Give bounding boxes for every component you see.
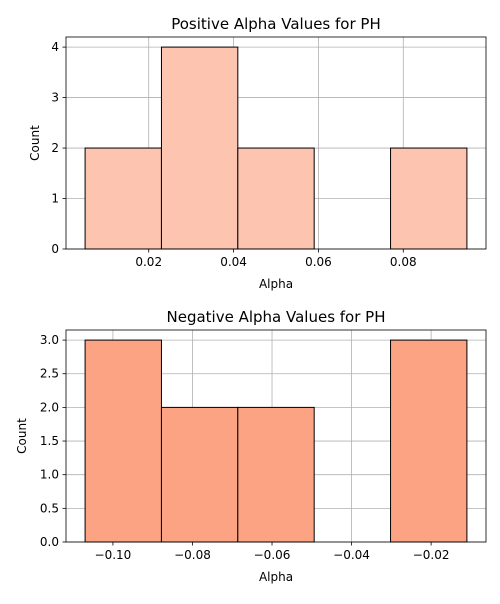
histogram-bar — [390, 147, 468, 250]
y-axis-label: Count — [15, 418, 29, 454]
y-axis-label: Count — [28, 125, 42, 161]
histogram-bar — [84, 339, 162, 543]
x-tick-label: 0.02 — [135, 255, 162, 269]
positive-alpha-histogram: 0.02 0.04 0.06 0.08 0 1 2 3 4 Positive Alpha Va… — [28, 15, 487, 291]
y-tick-label: 1 — [51, 192, 59, 206]
y-tick-label: 0.5 — [40, 501, 59, 515]
x-axis-ticks: 0.02 0.04 0.06 0.08 — [135, 249, 417, 269]
histogram-bar — [237, 147, 315, 250]
y-tick-label: 2 — [51, 141, 59, 155]
axes-frame — [65, 36, 487, 250]
x-tick-label: −0.02 — [413, 548, 450, 562]
histogram-bar — [237, 406, 315, 543]
histogram-bar — [160, 406, 239, 543]
histogram-bars — [84, 46, 468, 250]
y-axis-ticks: 0.0 0.5 1.0 1.5 2.0 2.5 3.0 — [40, 333, 66, 549]
y-tick-label: 1.5 — [40, 434, 59, 448]
x-tick-label: 0.06 — [305, 255, 332, 269]
x-axis-label: Alpha — [259, 570, 293, 584]
x-axis-ticks: −0.10 −0.08 −0.06 −0.04 −0.02 — [95, 542, 450, 562]
y-tick-label: 3.0 — [40, 333, 59, 347]
y-axis-ticks: 0 1 2 3 4 — [51, 40, 66, 256]
chart-title: Positive Alpha Values for PH — [171, 15, 381, 33]
histogram-bar — [84, 147, 162, 250]
y-tick-label: 2.0 — [40, 400, 59, 414]
histogram-bars — [84, 339, 468, 543]
histogram-bar — [390, 339, 468, 543]
y-tick-label: 4 — [51, 40, 59, 54]
histogram-bar — [160, 46, 239, 250]
x-axis-label: Alpha — [259, 277, 293, 291]
y-tick-label: 2.5 — [40, 367, 59, 381]
x-tick-label: −0.04 — [333, 548, 370, 562]
x-tick-label: −0.06 — [254, 548, 291, 562]
x-tick-label: 0.04 — [220, 255, 247, 269]
y-tick-label: 0.0 — [40, 535, 59, 549]
negative-alpha-histogram: −0.10 −0.08 −0.06 −0.04 −0.02 0.0 0.5 1.0 1.5 2.… — [15, 308, 487, 584]
y-tick-label: 3 — [51, 91, 59, 105]
chart-title: Negative Alpha Values for PH — [167, 308, 386, 326]
y-tick-label: 1.0 — [40, 468, 59, 482]
y-tick-label: 0 — [51, 242, 59, 256]
x-tick-label: −0.10 — [95, 548, 132, 562]
x-tick-label: −0.08 — [174, 548, 211, 562]
x-tick-label: 0.08 — [390, 255, 417, 269]
axes-frame — [65, 329, 487, 543]
